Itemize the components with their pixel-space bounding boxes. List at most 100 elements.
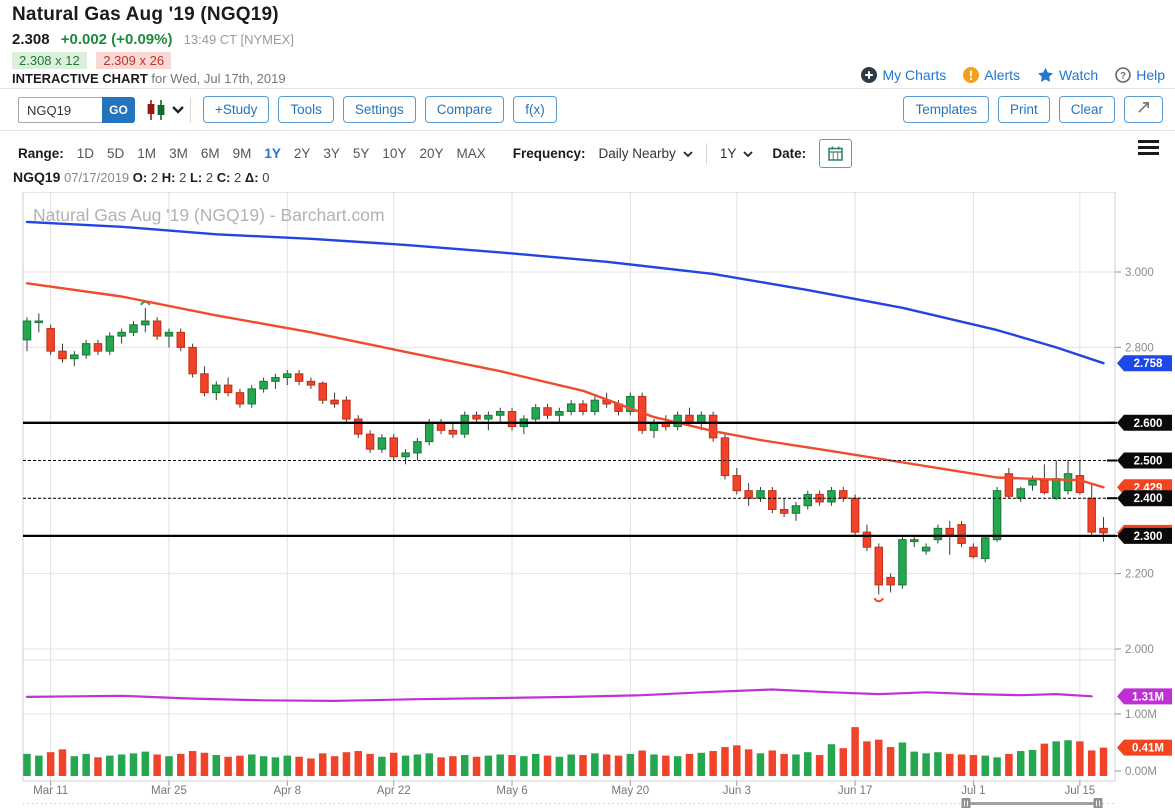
badge-label: 2.500: [1134, 456, 1163, 468]
candle: [448, 429, 458, 435]
volume-bar: [650, 754, 658, 776]
candle: [484, 414, 493, 420]
volume-bar: [709, 751, 717, 776]
compare-button[interactable]: Compare: [424, 96, 505, 123]
chart-menu-icon[interactable]: [1138, 140, 1159, 155]
calendar-icon: [828, 146, 843, 161]
chart-type-dropdown[interactable]: [145, 100, 187, 120]
range-option-1y[interactable]: 1Y: [264, 146, 281, 161]
clear-button[interactable]: Clear: [1058, 96, 1115, 123]
delta-label: Δ:: [244, 170, 259, 185]
help-link[interactable]: ? Help: [1115, 67, 1165, 83]
price-chart[interactable]: Natural Gas Aug '19 (NGQ19) - Barchart.c…: [0, 192, 1175, 808]
price-axis-label: 2.000: [1125, 644, 1154, 656]
candle: [22, 320, 32, 341]
candle: [377, 437, 387, 450]
candle: [401, 452, 410, 458]
ohlc-symbol: NGQ19: [13, 169, 61, 185]
symbol-input[interactable]: [18, 97, 102, 123]
functions-button[interactable]: f(x): [513, 96, 557, 123]
volume-bar: [295, 756, 303, 776]
alert-icon: [963, 67, 980, 83]
expand-chart-button[interactable]: [1124, 96, 1163, 123]
volume-bar: [1016, 751, 1025, 776]
interactive-chart-label: INTERACTIVE CHART for Wed, Jul 17th, 201…: [12, 71, 286, 86]
volume-bar: [484, 755, 493, 776]
range-option-1d[interactable]: 1D: [76, 146, 95, 161]
volume-bar: [922, 753, 930, 776]
candle: [578, 403, 588, 412]
ohlc-readout: NGQ19 07/17/2019 O: 2 H: 2 L: 2 C: 2 Δ: …: [13, 169, 269, 185]
candle: [862, 531, 872, 548]
quote-header: Natural Gas Aug '19 (NGQ19) 2.308 +0.002…: [0, 0, 1175, 89]
range-option-6m[interactable]: 6M: [200, 146, 220, 161]
badge-label: 2.600: [1134, 418, 1163, 430]
volume-bar: [910, 751, 918, 776]
settings-button[interactable]: Settings: [342, 96, 416, 123]
range-option-10y[interactable]: 10Y: [382, 146, 407, 161]
my-charts-link[interactable]: My Charts: [861, 67, 946, 83]
x-axis-label: Mar 11: [33, 785, 68, 797]
watch-link[interactable]: Watch: [1037, 67, 1098, 83]
volume-bar: [721, 747, 729, 776]
x-axis-label: Apr 22: [377, 785, 411, 797]
candle: [212, 384, 221, 394]
volume-bar: [875, 739, 883, 776]
add-study-button[interactable]: +Study: [203, 96, 270, 123]
right-button-group: Templates Print Clear: [903, 96, 1163, 123]
date-picker-button[interactable]: [819, 139, 853, 168]
candle: [424, 422, 434, 443]
period-dropdown[interactable]: 1Y: [720, 146, 754, 161]
volume-bar: [1099, 747, 1108, 776]
slider-handle-right[interactable]: [1093, 798, 1103, 808]
range-option-max[interactable]: MAX: [456, 146, 486, 161]
volume-bar: [555, 756, 564, 776]
range-option-20y[interactable]: 20Y: [419, 146, 444, 161]
range-option-3m[interactable]: 3M: [169, 146, 188, 161]
volume-bar: [1087, 750, 1096, 776]
print-button[interactable]: Print: [997, 96, 1050, 123]
ask-quote: 2.309 x 26: [96, 52, 172, 69]
axis-badge-2-758: [1117, 355, 1172, 372]
candle: [969, 546, 978, 558]
templates-button[interactable]: Templates: [903, 96, 989, 123]
alerts-link[interactable]: Alerts: [963, 67, 1020, 83]
slider-handle-left[interactable]: [961, 798, 971, 808]
volume-axis-label: 0.00M: [1125, 766, 1157, 778]
range-option-1m[interactable]: 1M: [137, 146, 157, 161]
candle: [472, 414, 481, 420]
range-option-5y[interactable]: 5Y: [352, 146, 370, 161]
volume-bar: [1052, 741, 1060, 776]
delta-value: 0: [262, 170, 270, 185]
tools-button[interactable]: Tools: [278, 96, 334, 123]
volume-bar: [804, 752, 812, 776]
candle: [306, 380, 316, 386]
candle: [507, 410, 517, 428]
volume-bar: [177, 753, 185, 776]
axis-badge-2-600: [1117, 414, 1172, 431]
candle: [1004, 473, 1014, 497]
candle: [294, 373, 304, 382]
frequency-dropdown[interactable]: Daily Nearby: [599, 146, 693, 161]
study-button-group: +Study Tools Settings Compare f(x): [203, 96, 557, 123]
volume-bar: [579, 755, 587, 776]
go-button[interactable]: GO: [102, 97, 135, 123]
badge-label: 0.41M: [1132, 743, 1164, 755]
badge-label: 2.300: [1134, 531, 1163, 543]
candle: [827, 490, 836, 503]
candle: [1051, 478, 1061, 499]
alerts-label: Alerts: [984, 67, 1021, 83]
range-option-2y[interactable]: 2Y: [293, 146, 311, 161]
candle: [708, 414, 718, 439]
range-option-5d[interactable]: 5D: [107, 146, 125, 161]
volume-bar: [934, 752, 942, 776]
candle: [898, 539, 907, 586]
range-option-3y[interactable]: 3Y: [323, 146, 340, 161]
volume-bar: [23, 753, 31, 776]
volume-bar: [1028, 749, 1037, 776]
volume-bar: [815, 755, 824, 776]
candle: [495, 410, 505, 416]
volume-bar: [969, 755, 978, 776]
frequency-label: Frequency:: [512, 146, 586, 161]
range-option-9m[interactable]: 9M: [232, 146, 252, 161]
